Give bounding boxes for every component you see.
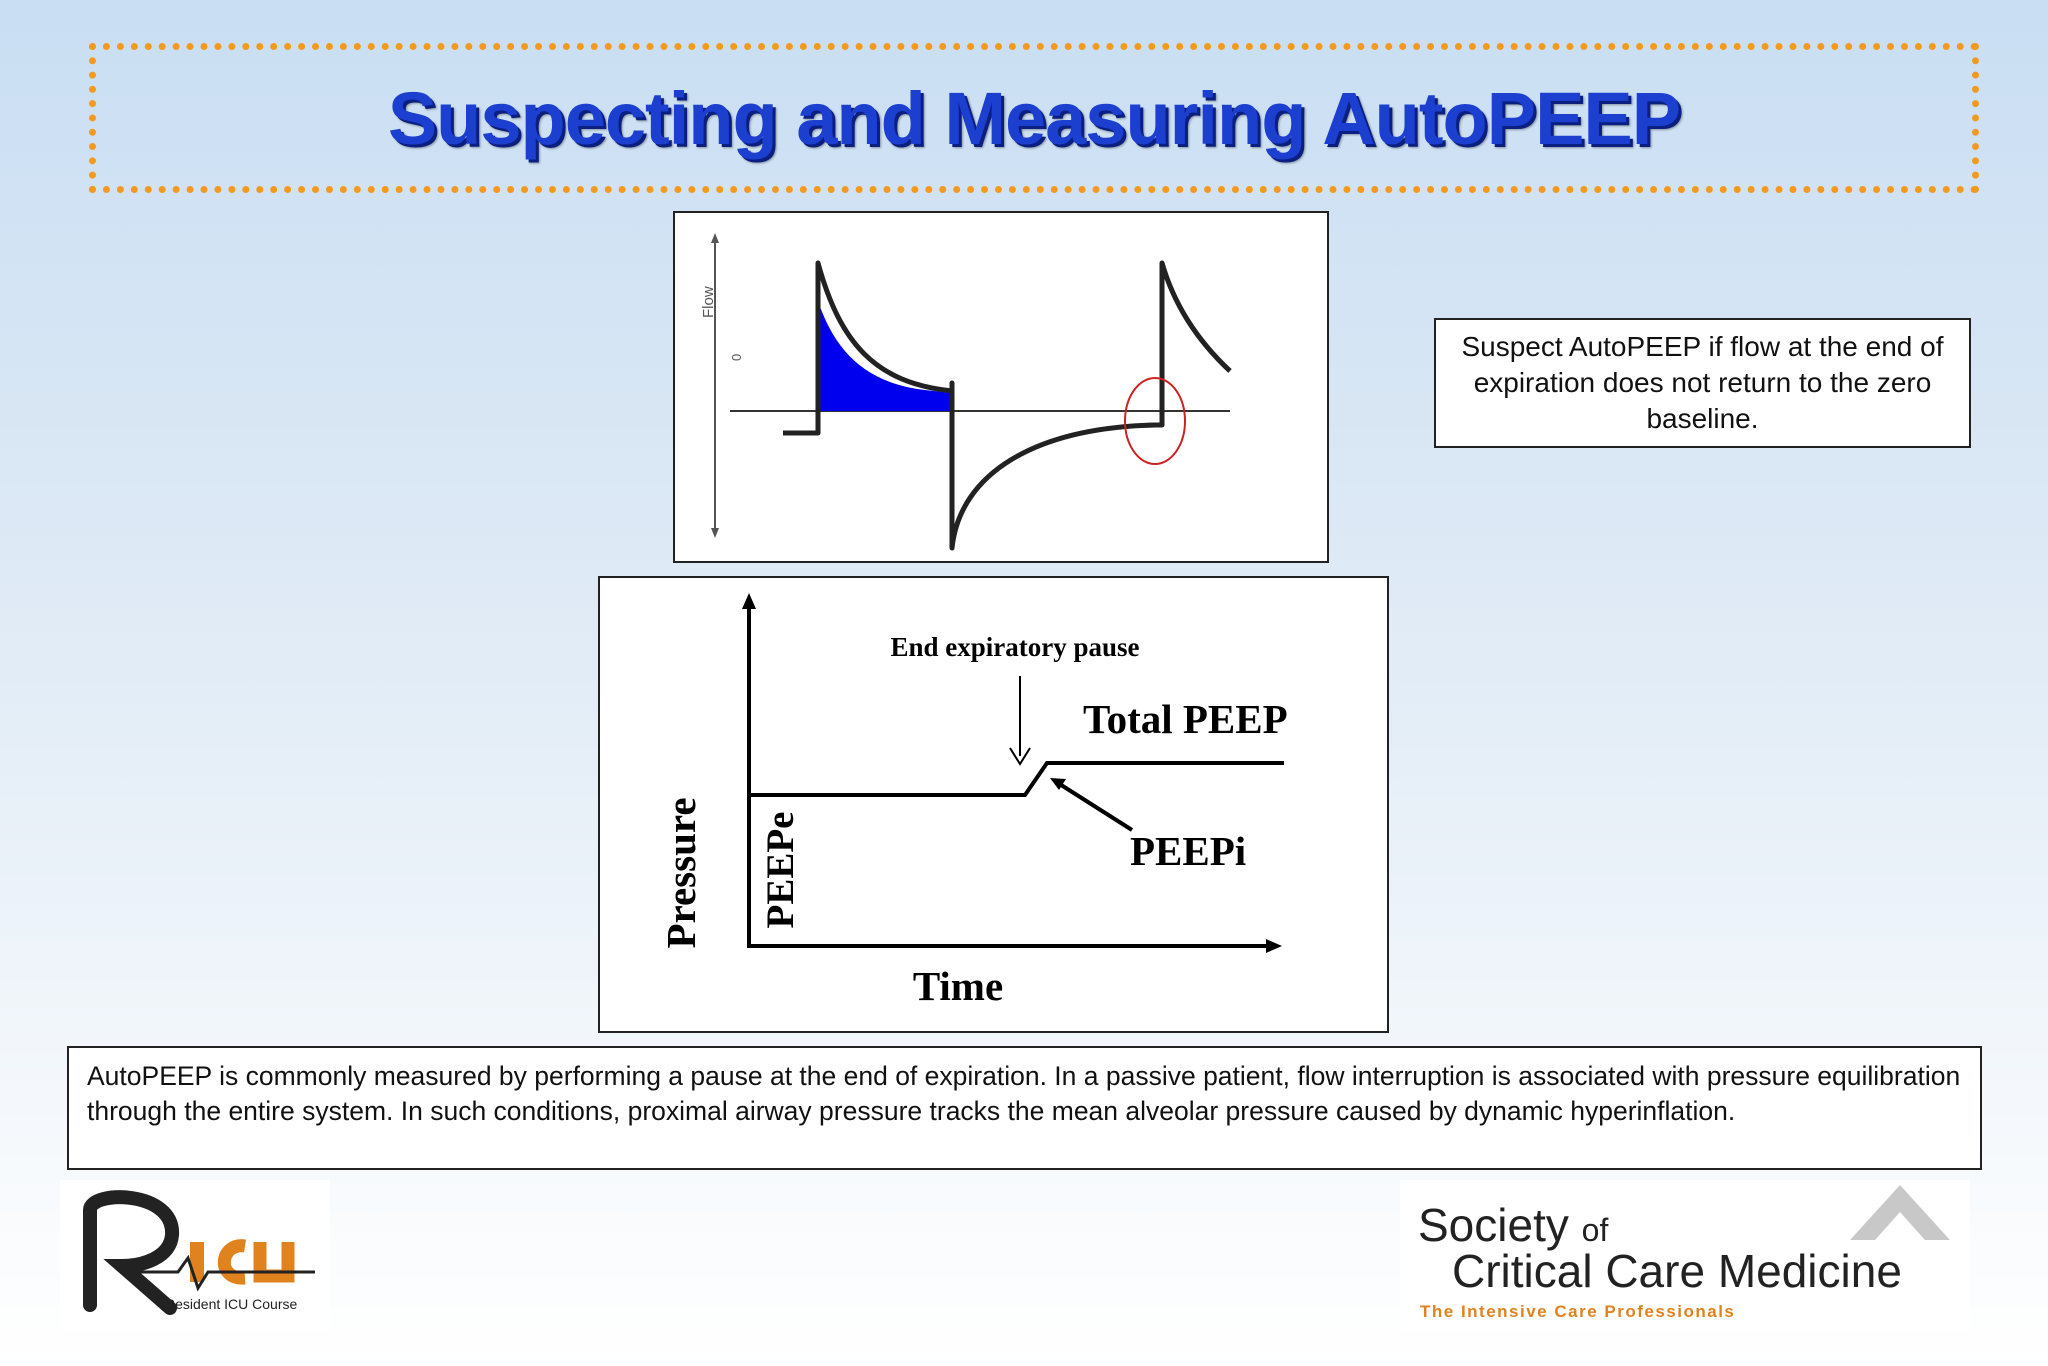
sccm-society-text: Society of (1418, 1198, 1608, 1252)
ricu-logo: Resident ICU Course (60, 1180, 330, 1330)
ricu-letter-u (253, 1242, 295, 1283)
title-box: Suspecting and Measuring AutoPEEP (89, 43, 1979, 193)
time-axis-arrow (1266, 939, 1282, 953)
total-peep-label: Total PEEP (1083, 696, 1288, 742)
sccm-tagline: The Intensive Care Professionals (1420, 1302, 1736, 1321)
end-expiratory-pause-label: End expiratory pause (890, 632, 1139, 662)
sccm-pyramid-mark (1850, 1185, 1950, 1240)
peepi-arrow (1056, 781, 1134, 832)
peepi-label: PEEPi (1130, 828, 1246, 874)
ricu-letter-i (190, 1242, 204, 1282)
time-axis-label: Time (913, 963, 1003, 1009)
end-expiration-marker (1124, 377, 1186, 465)
flow-axis-label: Flow (700, 286, 717, 318)
flow-axis-arrow-up (711, 233, 719, 243)
autopeep-description: AutoPEEP is commonly measured by perform… (67, 1046, 1982, 1170)
sccm-pyramid-inner (1875, 1212, 1925, 1240)
slide-title: Suspecting and Measuring AutoPEEP (387, 76, 1681, 160)
flow-zero-label: 0 (729, 354, 744, 361)
sccm-of-word: of (1581, 1212, 1609, 1248)
flow-axis-arrow-down (711, 528, 719, 538)
flow-waveform-diagram: Flow 0 (700, 233, 1232, 551)
inspiratory-flow-area (818, 301, 952, 411)
pressure-time-diagram: End expiratory pause Total PEEP PEEPi Pr… (658, 593, 1288, 1009)
pressure-time-panel: End expiratory pause Total PEEP PEEPi Pr… (598, 576, 1389, 1033)
sccm-society-word: Society (1418, 1199, 1569, 1251)
flow-waveform-panel: Flow 0 (673, 211, 1329, 563)
ricu-subtitle: Resident ICU Course (165, 1296, 298, 1312)
pause-arrow-head (1009, 747, 1031, 766)
sccm-name-text: Critical Care Medicine (1452, 1245, 1902, 1297)
pressure-trace (749, 761, 1284, 797)
ricu-ecg-line (120, 1254, 315, 1292)
peepe-label: PEEPe (759, 812, 802, 929)
pressure-axis-label: Pressure (658, 797, 704, 948)
ricu-logo-mark (83, 1190, 315, 1315)
sccm-logo: Society of Critical Care Medicine The In… (1400, 1180, 1970, 1330)
flow-waveform-line (783, 260, 1232, 551)
autopeep-suspicion-note: Suspect AutoPEEP if flow at the end of e… (1434, 318, 1971, 448)
peepi-arrow-head (1050, 778, 1066, 790)
pressure-axis-arrow (742, 593, 756, 609)
ricu-letter-c (217, 1239, 247, 1285)
ricu-r-shape (83, 1190, 179, 1315)
